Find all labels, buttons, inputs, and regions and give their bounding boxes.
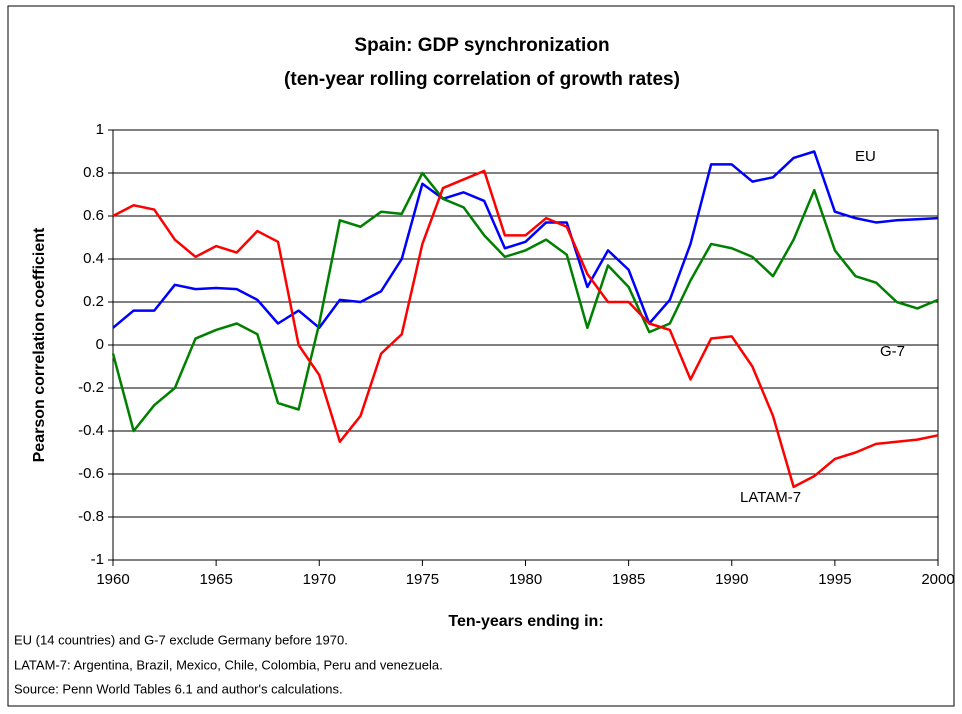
x-tick-label: 1960 [96,571,129,588]
series-line [111,171,939,433]
x-tick-label: 1970 [303,571,336,588]
y-tick-label: -0.6 [78,465,104,482]
x-tick-label: 1980 [509,571,542,588]
y-tick-label: -0.2 [78,379,104,396]
x-tick-label: 1995 [818,571,851,588]
y-tick-label: 0.2 [83,293,104,310]
note: LATAM-7: Argentina, Brazil, Mexico, Chil… [14,657,443,672]
x-tick-label: 1990 [715,571,748,588]
x-tick-label: 1985 [612,571,645,588]
x-tick-label: 1975 [406,571,439,588]
series-label: LATAM-7 [740,489,801,506]
y-tick-label: 0.4 [83,250,104,267]
series-line [112,150,939,330]
y-tick-label: 0.8 [83,164,104,181]
x-tick-label: 1965 [199,571,232,588]
x-tick-label: 2000 [921,571,954,588]
chart-title: Spain: GDP synchronization [354,35,609,56]
y-tick-label: 0 [96,336,104,353]
series-label: G-7 [880,343,905,360]
y-tick-label: -1 [91,551,104,568]
y-tick-label: -0.4 [78,422,104,439]
series-label: EU [855,148,876,165]
y-tick-label: 1 [96,121,104,138]
x-axis-label: Ten-years ending in: [448,613,603,630]
series-line [112,169,939,489]
y-tick-label: -0.8 [78,508,104,525]
y-tick-label: 0.6 [83,207,104,224]
y-axis-label: Pearson correlation coefficient [31,227,48,462]
note: EU (14 countries) and G-7 exclude German… [14,632,348,647]
chart-subtitle: (ten-year rolling correlation of growth … [284,69,680,90]
note: Source: Penn World Tables 6.1 and author… [14,681,343,696]
